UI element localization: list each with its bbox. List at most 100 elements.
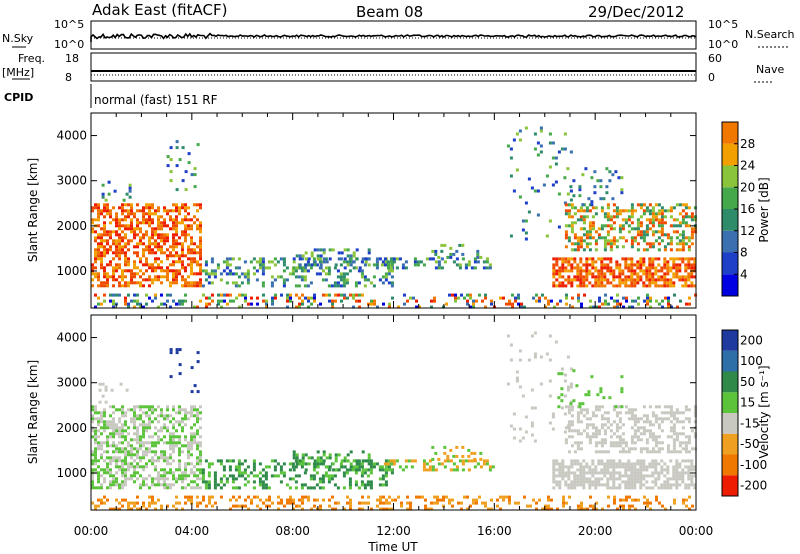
vel-cell [264,465,268,469]
vel-cell [130,474,133,478]
power-cell [485,266,489,270]
vel-cell [103,495,106,499]
power-cell [220,299,223,303]
power-cell [678,266,682,270]
vel-cell [654,471,658,475]
vel-cell [606,417,610,421]
vel-cell [145,423,148,427]
power-cell [554,180,558,184]
power-colorbar-tick: 28 [740,137,755,151]
power-cell [193,242,196,246]
vel-cell [547,495,550,499]
vel-cell [163,414,166,418]
vel-cell [316,456,320,460]
vel-cell [603,471,607,475]
power-cell [687,224,691,228]
power-cell [648,218,652,222]
power-cell [602,197,606,201]
power-cell [552,257,556,261]
vel-cell [331,495,334,499]
vel-cell [639,417,643,421]
power-cell [178,299,181,303]
power-cell [142,218,145,222]
vel-cell [190,462,193,466]
vel-cell [94,417,97,421]
power-cell [558,272,562,276]
vel-cell [124,477,127,481]
power-cell [154,266,157,270]
power-cell [663,209,667,213]
power-cell [687,284,691,288]
power-cell [124,218,127,222]
vel-cell [124,456,127,460]
power-cell [381,281,385,285]
vel-cell [273,459,277,463]
vel-cell [552,486,556,490]
vel-ytick-label: 1000 [56,466,87,480]
power-cell [142,215,145,219]
power-cell [569,198,573,202]
vel-cell [193,486,196,490]
power-cell [292,266,296,270]
power-cell [199,203,202,207]
vel-cell [333,474,337,478]
power-cell [597,281,601,285]
power-cell [315,263,319,267]
power-cell [404,266,408,270]
power-cell [243,272,247,276]
vel-cell [558,462,562,466]
vel-cell [118,459,121,463]
power-cell [145,206,148,210]
vel-cell [587,393,591,397]
vel-cell [366,459,370,463]
vel-cell [527,358,531,362]
vel-cell [118,420,121,424]
vel-cell [229,498,232,502]
vel-cell [292,468,296,472]
vel-cell [630,438,634,442]
power-cell [627,266,631,270]
power-cell [573,212,577,216]
power-cell [94,251,97,255]
power-cell [270,284,274,288]
power-cell [318,272,322,276]
power-cell [642,236,646,240]
vel-cell [160,483,163,487]
vel-cell [298,462,302,466]
power-cell [190,242,193,246]
power-cell [669,215,673,219]
vel-cell [163,477,166,481]
power-cell [567,278,571,282]
vel-cell [654,441,658,445]
vel-cell [576,483,580,487]
vel-cell [145,411,148,415]
power-cell [564,257,568,261]
power-cell [618,227,622,231]
vel-cell [400,504,403,508]
power-cell [175,278,178,282]
power-cell [651,221,655,225]
vel-cell [148,405,151,409]
power-cell [538,296,541,300]
power-cell [654,230,658,234]
power-cell [579,275,583,279]
power-cell [600,260,604,264]
power-cell [339,284,343,288]
vel-cell [288,486,292,490]
power-cell [163,209,166,213]
power-cell [187,257,190,261]
power-cell [684,263,688,267]
vel-cell [624,474,628,478]
vel-cell [609,471,613,475]
vel-cell [684,465,688,469]
power-cell [216,263,220,267]
power-colorbar-tick: 8 [740,246,748,260]
power-cell [567,209,571,213]
vel-cell [575,384,579,388]
vel-cell [561,471,565,475]
vel-cell [319,504,322,508]
power-cell [484,293,487,297]
vel-cell [651,432,655,436]
power-cell [178,209,181,213]
power-cell [136,233,139,237]
